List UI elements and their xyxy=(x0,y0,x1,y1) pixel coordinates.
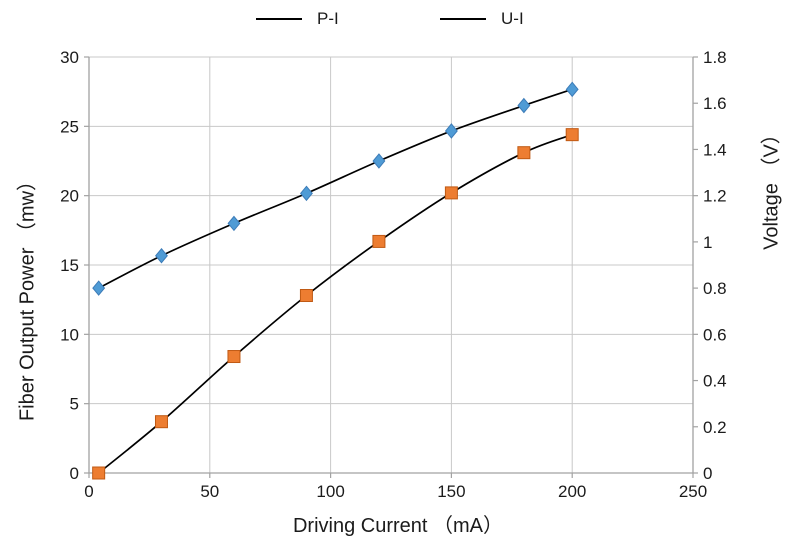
svg-text:0: 0 xyxy=(70,464,79,483)
left-y-axis-title: Fiber Output Power （mw） xyxy=(16,170,39,422)
svg-text:150: 150 xyxy=(437,482,465,501)
svg-text:5: 5 xyxy=(70,395,79,414)
svg-text:0.4: 0.4 xyxy=(703,372,727,391)
pi-legend-line-icon xyxy=(256,18,302,20)
svg-text:0: 0 xyxy=(703,464,712,483)
x-axis-title: Driving Current （mA） xyxy=(292,515,504,537)
ui-legend-line-icon xyxy=(440,18,486,20)
svg-text:0.8: 0.8 xyxy=(703,279,727,298)
svg-text:1.6: 1.6 xyxy=(703,94,727,113)
svg-text:20: 20 xyxy=(60,187,79,206)
svg-text:0.6: 0.6 xyxy=(703,325,727,344)
svg-text:1: 1 xyxy=(703,233,712,252)
legend-item-pi: P-I xyxy=(256,8,339,30)
svg-text:100: 100 xyxy=(316,482,344,501)
legend-item-ui: U-I xyxy=(440,8,524,30)
svg-text:30: 30 xyxy=(60,48,79,67)
svg-text:25: 25 xyxy=(60,117,79,136)
svg-text:0: 0 xyxy=(84,482,93,501)
svg-text:1.4: 1.4 xyxy=(703,140,727,159)
svg-text:200: 200 xyxy=(558,482,586,501)
ui-legend-label: U-I xyxy=(501,9,524,28)
svg-text:0.2: 0.2 xyxy=(703,418,727,437)
svg-text:1.8: 1.8 xyxy=(703,48,727,67)
svg-text:1.2: 1.2 xyxy=(703,187,727,206)
svg-text:50: 50 xyxy=(200,482,219,501)
right-y-axis-title: Voltage （V） xyxy=(760,124,783,250)
pi-legend-label: P-I xyxy=(317,9,339,28)
svg-text:10: 10 xyxy=(60,325,79,344)
svg-text:250: 250 xyxy=(679,482,707,501)
svg-text:15: 15 xyxy=(60,256,79,275)
